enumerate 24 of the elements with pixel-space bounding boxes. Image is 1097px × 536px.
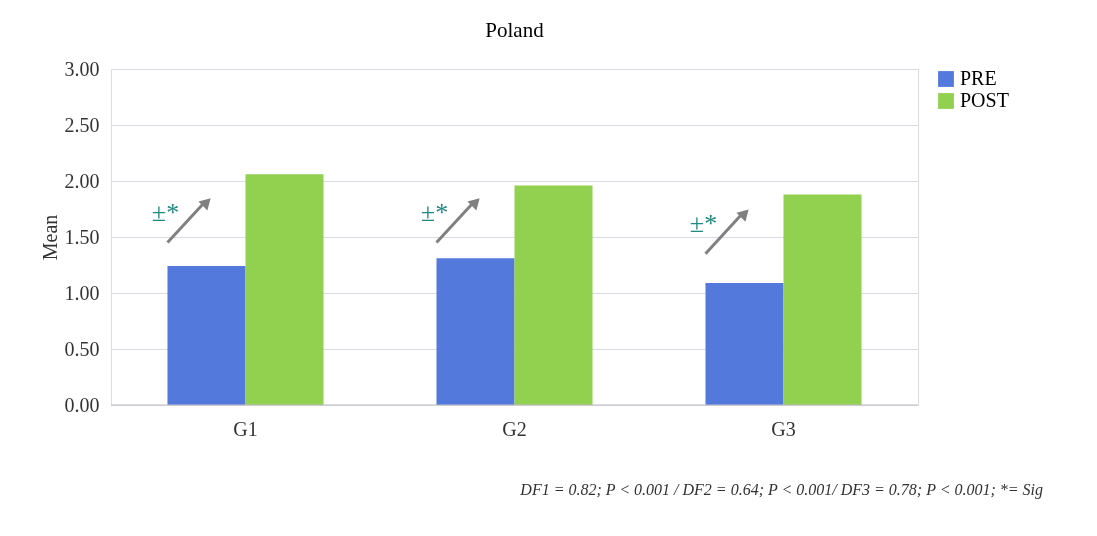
y-tick-label: 2.50 [64, 113, 100, 136]
annotation: ±* [689, 209, 718, 238]
annotation: ±* [151, 197, 180, 227]
legend-label: POST [960, 89, 1009, 111]
y-tick-label: 1.00 [64, 281, 100, 304]
bar [436, 258, 515, 405]
bar [705, 282, 784, 405]
bar [245, 174, 324, 405]
y-tick-label: 0.50 [64, 337, 100, 360]
legend-label: PRE [960, 67, 997, 89]
y-tick-label: 3.00 [64, 57, 100, 80]
bar [783, 194, 862, 405]
chart-title: Poland [485, 18, 545, 42]
y-tick-label: 0.00 [64, 393, 100, 416]
x-tick-label: G2 [502, 417, 527, 440]
text: DF1 = 0.82; P < 0.001 / DF2 = 0.64; P < 0.001/ DF3 = 0.78; P < 0.001; *= Sig [519, 481, 1043, 499]
annotation: ±* [420, 197, 449, 227]
y-axis-title: Mean [38, 214, 61, 261]
x-tick-label: G3 [771, 417, 796, 440]
y-tick-label: 1.50 [64, 225, 100, 248]
bar [167, 266, 246, 405]
x-tick-label: G1 [233, 417, 258, 440]
bar [514, 185, 593, 405]
y-tick-label: 2.00 [64, 169, 100, 192]
